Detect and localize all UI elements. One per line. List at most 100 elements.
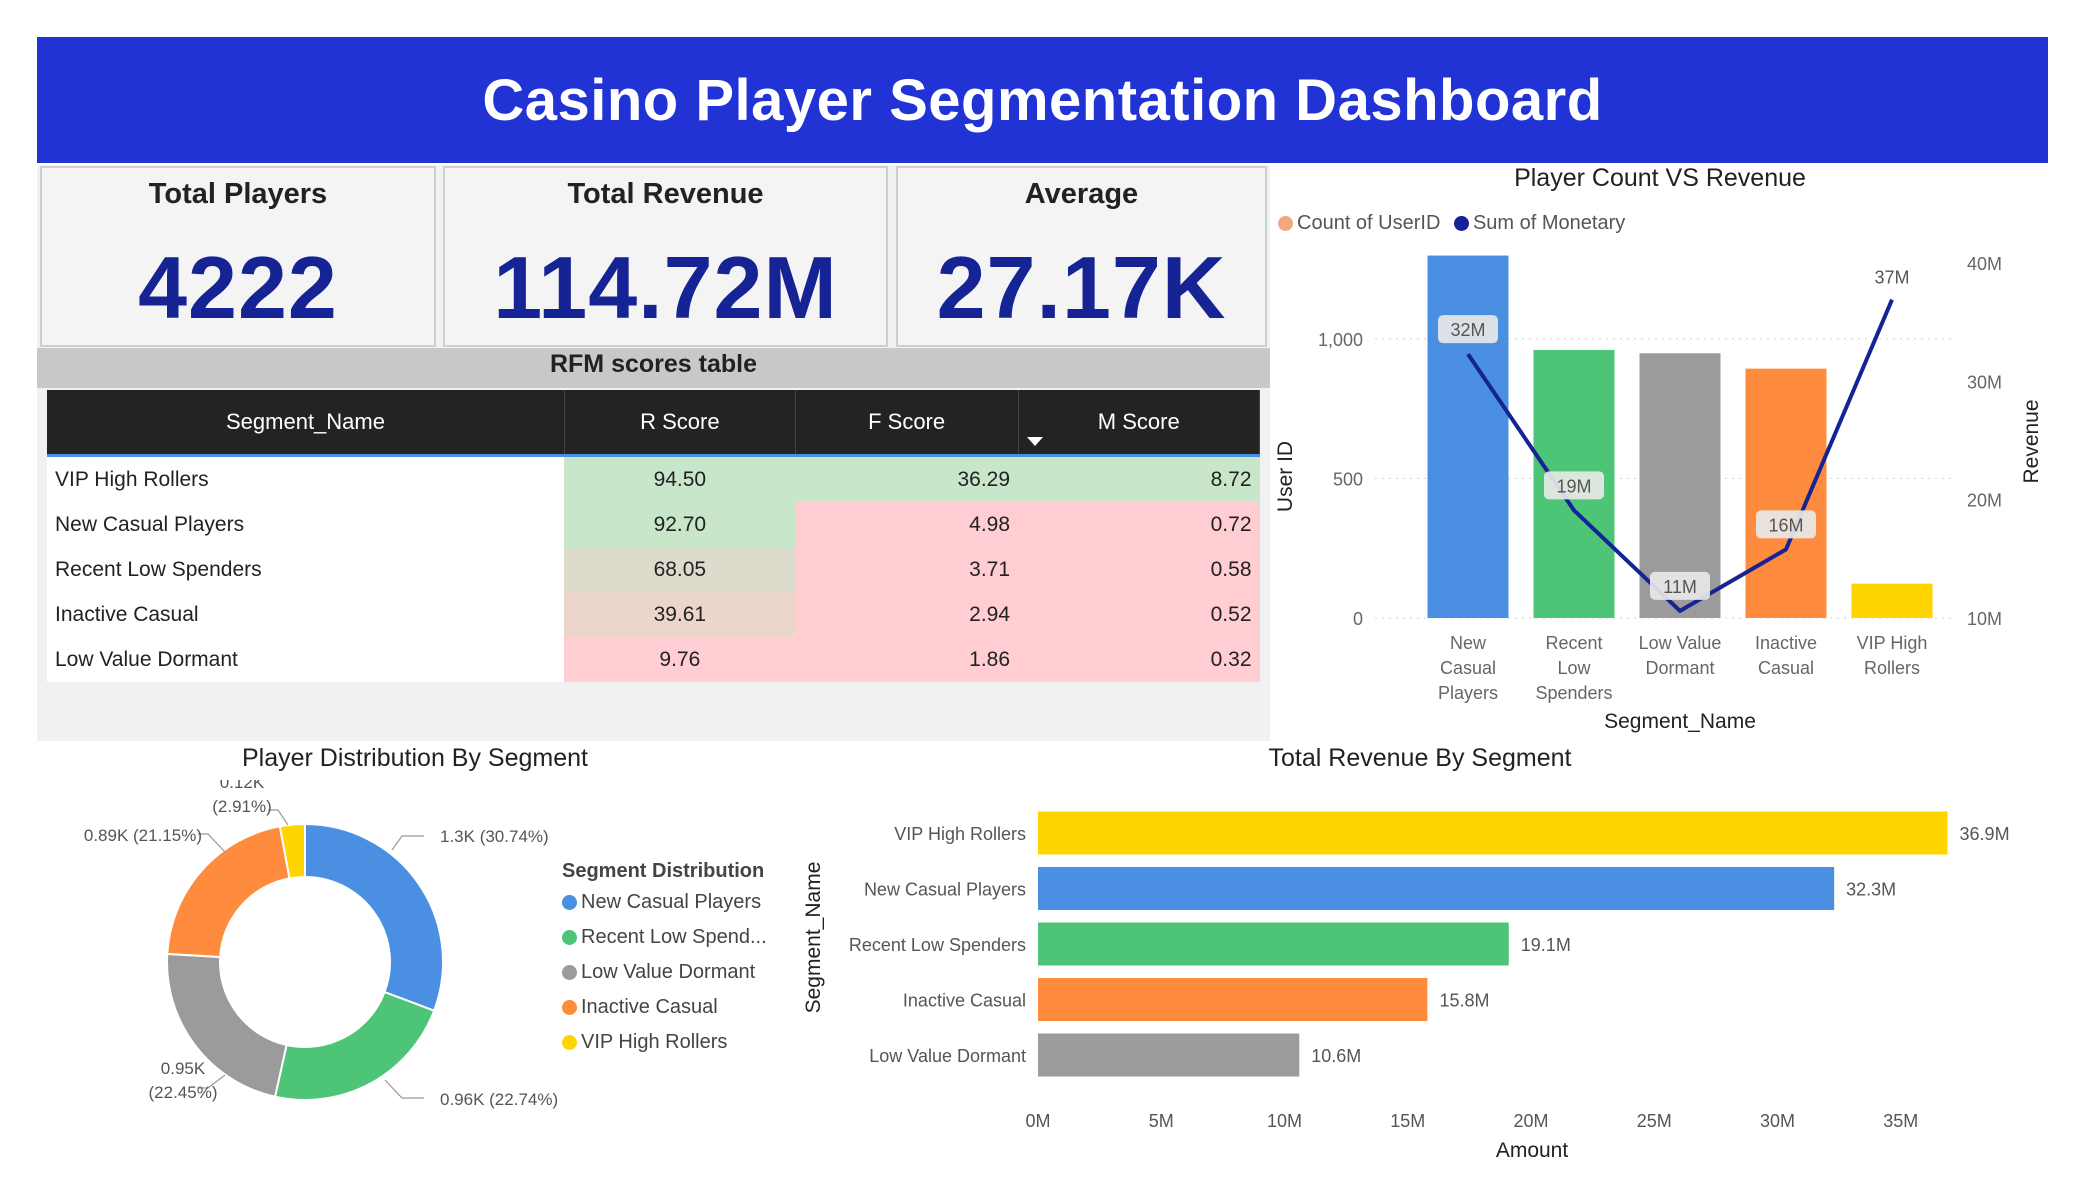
x-tick-label: Casual (1758, 658, 1814, 678)
table-row[interactable]: Inactive Casual 39.61 2.94 0.52 (47, 592, 1260, 637)
kpi-value: 114.72M (493, 238, 838, 337)
y-tick-label: Low Value Dormant (869, 1046, 1026, 1066)
table-row[interactable]: Low Value Dormant 9.76 1.86 0.32 (47, 637, 1260, 682)
cell-r-score: 68.05 (564, 547, 796, 592)
kpi-label: Average (1024, 178, 1139, 210)
kpi-card-total-players[interactable]: Total Players 4222 (40, 166, 436, 347)
player-count-vs-revenue-chart[interactable]: 0 500 1,000 10M 20M 30M 40M User ID Revenue New Ca… (1270, 240, 2060, 740)
column-header-m-score[interactable]: M Score (1018, 390, 1261, 456)
y2-axis-label: Revenue (2020, 399, 2043, 483)
legend-marker (562, 1000, 577, 1016)
y2-tick-label: 40M (1967, 254, 2002, 274)
legend-marker (562, 965, 577, 981)
rfm-title-strip (37, 348, 1270, 388)
legend-title: Segment Distribution (562, 860, 765, 882)
legend-label: New Casual Players (581, 891, 762, 913)
x-tick-label: New (1450, 633, 1487, 653)
x-tick-label: VIP High (1857, 633, 1928, 653)
legend-marker (562, 895, 577, 911)
legend-item[interactable]: New Casual Players (562, 891, 767, 914)
slice-label: 0.89K (21.15%) (84, 826, 202, 845)
x-tick-label: 25M (1637, 1111, 1672, 1131)
cell-r-score: 9.76 (564, 637, 796, 682)
data-label: 15.8M (1439, 991, 1489, 1011)
legend-item[interactable]: Low Value Dormant (562, 961, 767, 984)
data-label-bg (1650, 571, 1710, 600)
kpi-label: Total Revenue (567, 178, 764, 210)
chart-title-player-count-vs-revenue: Player Count VS Revenue (1514, 164, 1806, 192)
y2-tick-label: 10M (1967, 609, 2002, 629)
data-label: 19.1M (1521, 935, 1571, 955)
total-revenue-bar-chart[interactable]: VIP High Rollers 36.9M New Casual Players 3… (790, 790, 2030, 1170)
slice-1 (273, 990, 436, 1101)
x-tick-label: Rollers (1864, 658, 1920, 678)
legend-label-count[interactable]: Count of UserID (1297, 212, 1441, 234)
x-tick-label: Recent (1545, 633, 1602, 653)
table-row[interactable]: New Casual Players 92.70 4.98 0.72 (47, 502, 1260, 547)
x-tick-label: 0M (1025, 1111, 1050, 1131)
cell-r-score: 39.61 (564, 592, 796, 637)
slice-0 (304, 822, 444, 1013)
table-row[interactable]: Recent Low Spenders 68.05 3.71 0.58 (47, 547, 1260, 592)
kpi-value: 4222 (138, 238, 338, 337)
slice-3 (166, 825, 291, 959)
cell-m-score: 8.72 (1018, 455, 1260, 502)
legend-marker-monetary (1453, 216, 1469, 232)
legend-item[interactable]: Inactive Casual (562, 996, 767, 1019)
chart-title-player-distribution: Player Distribution By Segment (242, 744, 588, 772)
data-label: 32.3M (1846, 880, 1896, 900)
bar-4 (1038, 1033, 1300, 1077)
y2-tick-label: 30M (1967, 372, 2002, 392)
player-distribution-donut-chart[interactable]: 1.3K (30.74%) 0.96K (22.74%) 0.95K (22.45%)… (40, 780, 560, 1140)
cell-segment-name: New Casual Players (47, 502, 565, 547)
slice-label: 1.3K (30.74%) (440, 827, 549, 846)
column-header-r-score[interactable]: R Score (564, 390, 796, 456)
column-header-f-score[interactable]: F Score (795, 390, 1019, 456)
legend-label-monetary[interactable]: Sum of Monetary (1472, 212, 1626, 234)
table-row[interactable]: VIP High Rollers 94.50 36.29 8.72 (47, 455, 1260, 502)
chart-legend: Count of UserID Sum of Monetary (1278, 212, 1625, 235)
legend-item[interactable]: Recent Low Spend... (562, 926, 767, 949)
bar-3 (1038, 978, 1428, 1021)
legend-label: Low Value Dormant (581, 961, 756, 983)
donut-legend: Segment Distribution New Casual Players R… (562, 860, 767, 1066)
x-tick-label: Inactive (1755, 633, 1817, 653)
legend-label: VIP High Rollers (581, 1031, 728, 1053)
rfm-table[interactable]: Segment_Name R Score F Score M Score VIP… (47, 390, 1261, 682)
bar-0 (1427, 255, 1509, 618)
data-label-bg (1544, 471, 1604, 500)
x-tick-label: Low (1557, 658, 1591, 678)
legend-item[interactable]: VIP High Rollers (562, 1031, 767, 1054)
cell-m-score: 0.72 (1018, 502, 1260, 547)
cell-segment-name: Low Value Dormant (47, 637, 565, 682)
column-header-segment-name[interactable]: Segment_Name (47, 390, 565, 456)
x-tick-label: Low Value (1639, 633, 1722, 653)
cell-segment-name: Recent Low Spenders (47, 547, 565, 592)
y-axis-label: Segment_Name (802, 862, 825, 1014)
leader-line (391, 835, 424, 851)
cell-m-score: 0.58 (1018, 547, 1260, 592)
data-label-bg (1438, 315, 1498, 344)
cell-f-score: 1.86 (795, 637, 1019, 682)
cell-f-score: 2.94 (795, 592, 1019, 637)
legend-marker (562, 930, 577, 946)
kpi-card-total-revenue[interactable]: Total Revenue 114.72M (443, 166, 888, 347)
sort-descending-icon[interactable] (1026, 437, 1043, 446)
data-label: 16M (1768, 515, 1803, 535)
kpi-value: 27.17K (936, 238, 1227, 337)
legend-marker-count (1278, 216, 1293, 232)
y-tick-label: Inactive Casual (903, 991, 1026, 1011)
bar-3 (1745, 368, 1827, 618)
cell-f-score: 36.29 (795, 455, 1019, 502)
cell-m-score: 0.32 (1018, 637, 1260, 682)
data-label: 37M (1874, 268, 1909, 288)
x-tick-label: 30M (1760, 1111, 1795, 1131)
x-axis-label: Segment_Name (1604, 710, 1756, 733)
kpi-card-average[interactable]: Average 27.17K (896, 166, 1267, 347)
leader-line (268, 809, 289, 826)
dashboard-title: Casino Player Segmentation Dashboard (482, 67, 1603, 133)
cell-segment-name: Inactive Casual (47, 592, 565, 637)
leader-line (198, 1074, 226, 1089)
y2-tick-label: 20M (1967, 491, 2002, 511)
y-tick-label: 1,000 (1318, 330, 1363, 350)
